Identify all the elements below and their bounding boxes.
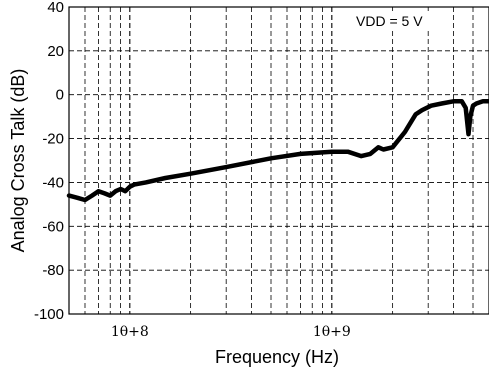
x-tick-labels: 1θ+8 1θ+9 [111, 324, 351, 340]
annotation-background [350, 11, 434, 31]
series-line [66, 99, 489, 203]
x-tick-label: 1θ+8 [111, 324, 149, 340]
x-tick-label: 1θ+9 [313, 324, 351, 340]
grid [69, 6, 489, 315]
plot-frame [68, 6, 489, 315]
y-tick-label: 0 [56, 87, 64, 104]
y-tick-labels: 40 20 0 -20 -40 -60 -80 -100 [34, 0, 64, 323]
y-tick-label: 20 [47, 43, 64, 60]
y-axis-label: Analog Cross Talk (dB) [8, 69, 28, 253]
x-axis-label: Frequency (Hz) [215, 347, 339, 367]
y-tick-label: -40 [42, 174, 64, 191]
y-tick-label: -60 [42, 218, 64, 235]
y-tick-label: -100 [34, 306, 64, 323]
y-tick-label: -20 [42, 131, 64, 148]
y-tick-label: 40 [47, 0, 64, 16]
y-tick-label: -80 [42, 262, 64, 279]
annotation-vdd: VDD = 5 V [356, 13, 423, 29]
